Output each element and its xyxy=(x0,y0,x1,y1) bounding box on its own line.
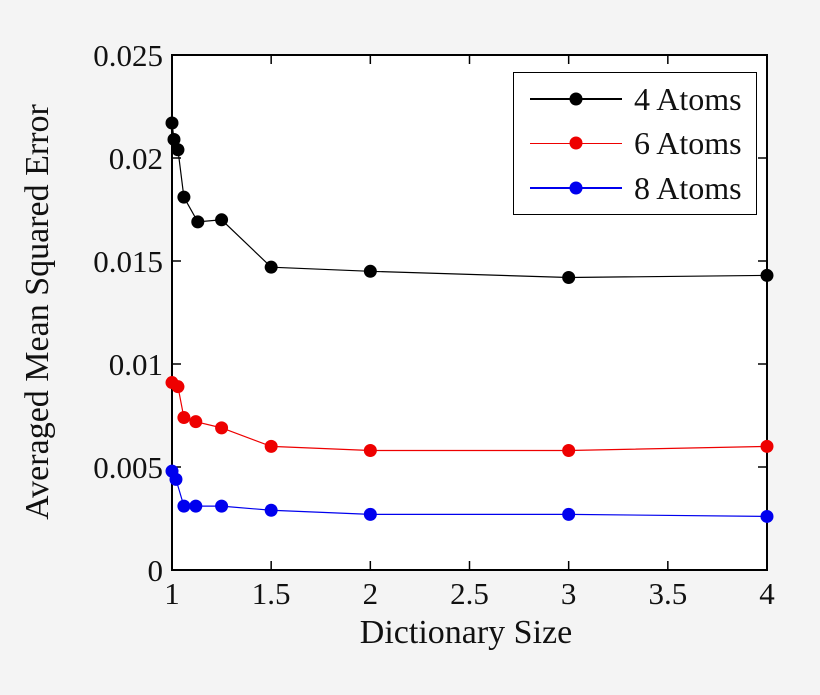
data-point-4-atoms xyxy=(264,260,278,274)
data-point-4-atoms xyxy=(215,213,229,227)
data-point-6-atoms xyxy=(177,411,191,425)
x-tick-label: 2.5 xyxy=(450,576,489,611)
data-point-8-atoms xyxy=(264,503,278,517)
legend-label-4-atoms: 4 Atoms xyxy=(634,81,742,118)
legend: 4 Atoms 6 Atoms 8 Atoms xyxy=(513,72,757,215)
data-point-8-atoms xyxy=(215,499,229,513)
data-point-4-atoms xyxy=(167,132,181,146)
y-axis-label: Averaged Mean Squared Error xyxy=(19,104,56,520)
legend-entry-6-atoms: 6 Atoms xyxy=(514,122,756,164)
data-point-6-atoms xyxy=(760,439,774,453)
y-tick-label: 0.01 xyxy=(109,347,163,382)
x-tick-label: 1 xyxy=(164,576,180,611)
data-point-6-atoms xyxy=(562,444,576,458)
data-point-6-atoms xyxy=(189,415,203,429)
y-tick-label: 0.015 xyxy=(93,244,163,279)
data-point-8-atoms xyxy=(177,499,191,513)
data-point-6-atoms xyxy=(264,439,278,453)
legend-marker-icon xyxy=(569,181,583,195)
data-point-8-atoms xyxy=(169,472,183,486)
x-tick-label: 3 xyxy=(561,576,577,611)
data-point-4-atoms xyxy=(760,268,774,282)
data-point-8-atoms xyxy=(189,499,203,513)
x-tick-label: 1.5 xyxy=(252,576,291,611)
x-axis-label: Dictionary Size xyxy=(359,614,573,651)
data-point-4-atoms xyxy=(177,190,191,204)
legend-line-6-atoms xyxy=(530,136,622,150)
x-tick-label: 3.5 xyxy=(648,576,687,611)
data-point-8-atoms xyxy=(760,509,774,523)
data-point-4-atoms xyxy=(191,215,205,229)
legend-label-8-atoms: 8 Atoms xyxy=(634,169,742,206)
x-tick-label: 2 xyxy=(363,576,379,611)
data-point-6-atoms xyxy=(171,380,185,394)
legend-entry-8-atoms: 8 Atoms xyxy=(514,167,756,209)
y-tick-label: 0 xyxy=(148,553,164,588)
y-tick-label: 0.025 xyxy=(93,38,163,73)
data-point-8-atoms xyxy=(562,507,576,521)
y-tick-label: 0.02 xyxy=(109,141,163,176)
legend-marker-icon xyxy=(569,92,583,106)
data-point-6-atoms xyxy=(363,444,377,458)
data-point-4-atoms xyxy=(562,270,576,284)
x-tick-label: 4 xyxy=(759,576,775,611)
y-tick-label: 0.005 xyxy=(93,450,163,485)
data-point-8-atoms xyxy=(363,507,377,521)
data-point-4-atoms xyxy=(171,143,185,157)
data-point-4-atoms xyxy=(165,116,179,130)
legend-line-4-atoms xyxy=(530,92,622,106)
legend-label-6-atoms: 6 Atoms xyxy=(634,125,742,162)
data-point-6-atoms xyxy=(215,421,229,435)
legend-marker-icon xyxy=(569,136,583,150)
data-point-4-atoms xyxy=(363,264,377,278)
legend-line-8-atoms xyxy=(530,181,622,195)
legend-entry-4-atoms: 4 Atoms xyxy=(514,78,756,120)
